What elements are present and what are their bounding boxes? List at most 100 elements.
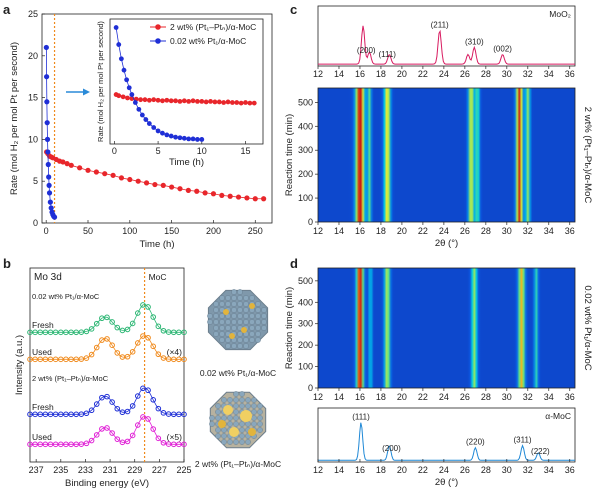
inset-data-point (168, 133, 174, 139)
data-point (127, 176, 133, 183)
x-tick-label: 28 (481, 69, 491, 79)
image-caption: 0.02 wt% Pt₁/α-MoC (200, 368, 276, 378)
atom (261, 325, 267, 331)
xps-data-point (114, 324, 121, 331)
y-tick-label: 15 (28, 93, 38, 103)
y-tick-label: 25 (28, 9, 38, 19)
inset-data-point (118, 56, 124, 62)
atom (209, 415, 215, 421)
xps-data-point (109, 430, 115, 436)
spectrum-label: Used (32, 432, 52, 442)
inset-data-point (116, 42, 122, 47)
atom (255, 325, 261, 331)
xps-data-point (93, 401, 100, 407)
atom (209, 421, 215, 427)
xps-data-point (73, 329, 79, 336)
inset-data-point (251, 100, 257, 106)
x-tick-label: 14 (334, 465, 344, 475)
x-tick-label: 16 (355, 392, 365, 402)
atom (255, 331, 261, 337)
xps-data-point (52, 356, 59, 363)
x-tick-label: 22 (418, 69, 428, 79)
xps-data-point (73, 356, 79, 363)
legend-label: 0.02 wt% Pt₁/α-MoC (170, 36, 246, 46)
x-tick-label: 200 (206, 226, 221, 236)
y-tick-label: 0 (308, 217, 313, 227)
inset-data-point (116, 93, 122, 99)
inset-data-point (243, 100, 248, 105)
xps-data-point (78, 441, 85, 447)
xps-data-point (124, 408, 131, 415)
x-tick-label: 36 (565, 226, 575, 236)
reference-frame (317, 5, 576, 67)
inset-data-point (186, 136, 192, 142)
xps-data-point (32, 441, 38, 448)
data-point (43, 44, 49, 51)
atom (255, 307, 261, 313)
atom (249, 319, 255, 325)
atom (215, 415, 221, 421)
atom (251, 403, 257, 409)
xps-data-point (114, 405, 121, 412)
atom (233, 421, 239, 427)
x-tick-label: 150 (164, 226, 179, 236)
atom (237, 301, 243, 307)
pt-atom (240, 410, 252, 422)
panel-letter-b: b (3, 256, 11, 271)
inset-data-point (195, 137, 200, 142)
atom (261, 319, 267, 325)
inset-data-point (234, 100, 240, 105)
inset-data-point (151, 125, 157, 130)
x-tick-label: 18 (376, 465, 386, 475)
y-tick-label: 300 (298, 145, 313, 155)
atom (257, 427, 263, 433)
xps-data-point (47, 356, 54, 363)
atom (257, 403, 263, 409)
y-tick-label: 10 (28, 134, 38, 144)
inset-data-point (160, 98, 165, 104)
xps-data-point (181, 411, 187, 418)
xps-data-point (165, 441, 172, 447)
atom (239, 397, 245, 403)
xps-data-point (88, 351, 95, 358)
inset-x-axis-title: Time (h) (169, 157, 204, 168)
data-point (210, 191, 217, 197)
xps-data-point (129, 320, 136, 327)
x-tick-label: 22 (418, 465, 428, 475)
atom (219, 319, 225, 325)
inset-data-point (146, 97, 152, 103)
atom (251, 397, 257, 403)
spectrum-label: Fresh (32, 402, 54, 412)
atom (249, 337, 255, 343)
inset-data-point (221, 100, 227, 105)
x-axis-title: Time (h) (139, 239, 174, 250)
xps-data-point (78, 411, 85, 417)
atom (225, 325, 231, 331)
inset-data-point (160, 130, 165, 136)
xps-curve-3 (30, 416, 184, 445)
pt-atom (248, 428, 256, 436)
x-tick-label: 225 (176, 465, 191, 475)
x-tick-label: 32 (523, 465, 533, 475)
x-tick-label: 30 (502, 226, 512, 236)
xps-data-point (176, 411, 182, 418)
atom (251, 415, 257, 421)
xps-data-point (52, 441, 59, 448)
data-point (64, 161, 70, 167)
xps-data-point (129, 348, 136, 355)
xps-data-point (88, 407, 95, 414)
atom (219, 313, 225, 319)
atom (219, 325, 225, 331)
x-tick-label: 30 (502, 465, 512, 475)
x-tick-label: 34 (544, 69, 554, 79)
atom (245, 421, 251, 427)
y-tick-label: 0 (33, 218, 38, 228)
data-point (60, 159, 66, 165)
y-axis-title: Rate (mol H₂ per mol Pt per second) (9, 42, 20, 195)
atom (239, 421, 245, 427)
atom (243, 307, 249, 313)
xps-data-point (165, 329, 172, 335)
inset-data-point (155, 97, 161, 103)
atom (257, 409, 263, 415)
x-tick-label: 18 (376, 226, 386, 236)
